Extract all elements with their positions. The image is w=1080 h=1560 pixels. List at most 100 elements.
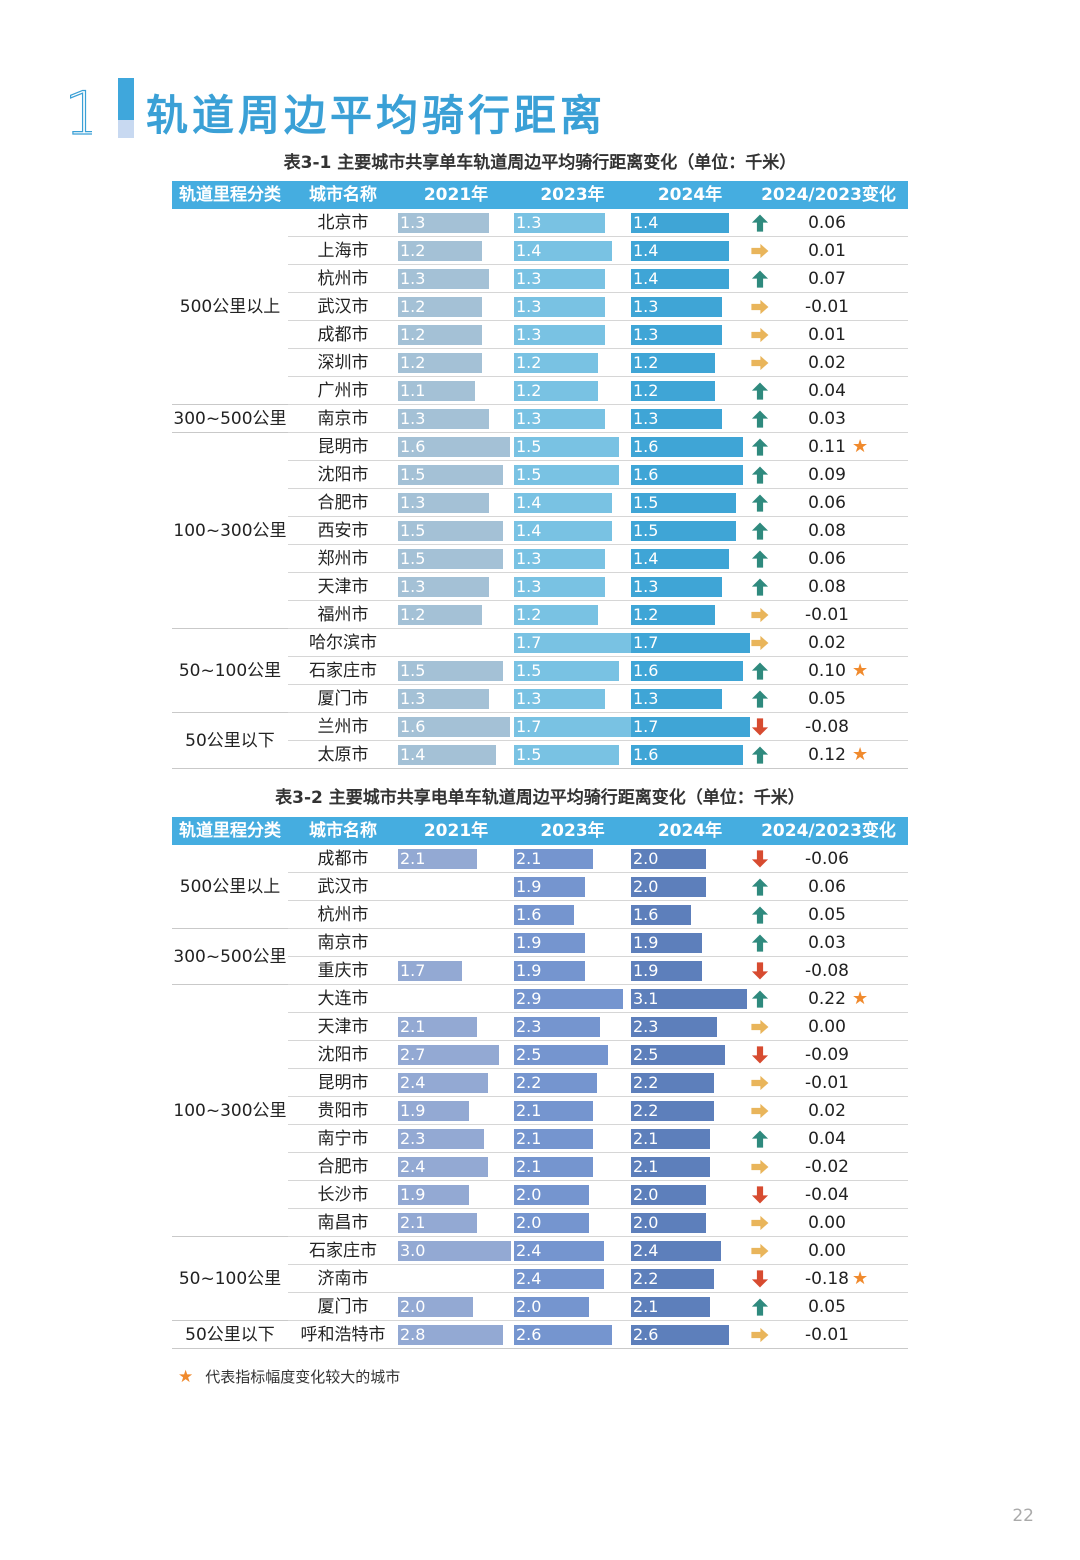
column-header: 轨道里程分类 — [179, 185, 281, 205]
value-bar-2024: 1.7 — [631, 633, 750, 653]
group-divider — [172, 928, 288, 929]
value-bar-2024: 1.6 — [631, 905, 691, 925]
table-row: 贵阳市 1.9 2.1 2.2 0.02 — [172, 1097, 908, 1125]
value-bar-2023: 2.6 — [514, 1325, 612, 1345]
value-bar-2024: 1.3 — [631, 577, 722, 597]
value-bar-2021: 1.2 — [398, 353, 482, 373]
change-value: 0.11 — [808, 437, 846, 457]
arrow-right-icon — [750, 1157, 770, 1177]
arrow-right-icon — [750, 353, 770, 373]
value-bar-2023: 1.3 — [514, 325, 605, 345]
arrow-up-icon — [750, 661, 770, 681]
city-name: 南宁市 — [317, 1129, 369, 1149]
change-value: 0.03 — [808, 409, 846, 429]
table-row: 兰州市 1.6 1.7 1.7 -0.08 — [172, 713, 908, 741]
value-bar-2024: 1.7 — [631, 717, 750, 737]
page-number: 22 — [1012, 1506, 1034, 1526]
table-row: 天津市 1.3 1.3 1.3 0.08 — [172, 573, 908, 601]
value-bar-2021: 2.4 — [398, 1157, 488, 1177]
value-bar-2023: 2.4 — [514, 1241, 604, 1261]
change-value: 0.22 — [808, 989, 846, 1009]
value-bar-2023: 1.5 — [514, 465, 619, 485]
value-bar-2021: 1.9 — [398, 1185, 469, 1205]
city-name: 武汉市 — [317, 877, 369, 897]
city-name: 兰州市 — [317, 717, 369, 737]
table-row: 福州市 1.2 1.2 1.2 -0.01 — [172, 601, 908, 629]
value-bar-2024: 2.0 — [631, 849, 706, 869]
value-bar-2023: 1.5 — [514, 745, 619, 765]
value-bar-2023: 2.0 — [514, 1213, 589, 1233]
value-bar-2021: 1.3 — [398, 493, 489, 513]
change-value: 0.08 — [808, 521, 846, 541]
city-name: 南京市 — [317, 409, 369, 429]
arrow-down-icon — [750, 1045, 770, 1065]
group-divider — [172, 404, 288, 405]
table-row: 杭州市 1.3 1.3 1.4 0.07 — [172, 265, 908, 293]
change-value: 0.08 — [808, 577, 846, 597]
table-row: 武汉市 1.2 1.3 1.3 -0.01 — [172, 293, 908, 321]
city-name: 贵阳市 — [317, 1101, 369, 1121]
value-bar-2024: 1.3 — [631, 325, 722, 345]
arrow-up-icon — [750, 745, 770, 765]
city-name: 杭州市 — [317, 905, 369, 925]
change-value: -0.09 — [805, 1045, 849, 1065]
city-name: 天津市 — [317, 1017, 369, 1037]
column-header: 2023年 — [540, 821, 605, 841]
city-name: 南京市 — [317, 933, 369, 953]
arrow-right-icon — [750, 1325, 770, 1345]
value-bar-2024: 1.6 — [631, 745, 743, 765]
table-row: 哈尔滨市 1.7 1.7 0.02 — [172, 629, 908, 657]
change-value: 0.06 — [808, 549, 846, 569]
change-value: -0.01 — [805, 605, 849, 625]
table-row: 南京市 1.9 1.9 0.03 — [172, 929, 908, 957]
table-row: 杭州市 1.6 1.6 0.05 — [172, 901, 908, 929]
value-bar-2024: 1.2 — [631, 353, 715, 373]
change-value: -0.08 — [805, 961, 849, 981]
arrow-up-icon — [750, 493, 770, 513]
value-bar-2023: 1.3 — [514, 409, 605, 429]
value-bar-2024: 1.5 — [631, 521, 736, 541]
value-bar-2024: 2.1 — [631, 1129, 710, 1149]
column-header: 2024年 — [657, 185, 723, 205]
arrow-up-icon — [750, 437, 770, 457]
city-name: 天津市 — [317, 577, 369, 597]
value-bar-2023: 1.3 — [514, 213, 605, 233]
change-value: 0.06 — [808, 877, 846, 897]
star-icon: ★ — [852, 744, 869, 765]
city-name: 呼和浩特市 — [300, 1325, 386, 1345]
value-bar-2024: 1.9 — [631, 933, 702, 953]
change-value: -0.01 — [805, 297, 849, 317]
value-bar-2021: 2.0 — [398, 1297, 473, 1317]
arrow-up-icon — [750, 409, 770, 429]
table-row: 昆明市 1.6 1.5 1.6 0.11 ★ — [172, 433, 908, 461]
value-bar-2023: 2.0 — [514, 1297, 589, 1317]
value-bar-2023: 2.0 — [514, 1185, 589, 1205]
change-value: 0.02 — [808, 353, 846, 373]
city-name: 南昌市 — [317, 1213, 369, 1233]
group-divider — [172, 628, 288, 629]
table1: 轨道里程分类 城市名称 2021年 2023年 2024年 2024/2023变化 北京市 1… — [172, 181, 908, 769]
value-bar-2021: 1.3 — [398, 409, 489, 429]
group-divider — [172, 712, 288, 713]
value-bar-2023: 2.9 — [514, 989, 623, 1009]
value-bar-2024: 2.1 — [631, 1157, 710, 1177]
arrow-right-icon — [750, 633, 770, 653]
arrow-up-icon — [750, 877, 770, 897]
value-bar-2021: 1.2 — [398, 297, 482, 317]
mileage-group-label: 50~100公里 — [178, 1269, 282, 1289]
table-row: 沈阳市 2.7 2.5 2.5 -0.09 — [172, 1041, 908, 1069]
value-bar-2023: 2.1 — [514, 1101, 593, 1121]
value-bar-2021: 1.5 — [398, 521, 503, 541]
change-value: 0.09 — [808, 465, 846, 485]
value-bar-2021: 2.7 — [398, 1045, 499, 1065]
value-bar-2024: 1.4 — [631, 269, 729, 289]
value-bar-2024: 2.5 — [631, 1045, 725, 1065]
value-bar-2023: 2.5 — [514, 1045, 608, 1065]
arrow-up-icon — [750, 269, 770, 289]
value-bar-2021: 2.1 — [398, 1213, 477, 1233]
arrow-right-icon — [750, 1073, 770, 1093]
value-bar-2023: 1.5 — [514, 661, 619, 681]
city-name: 重庆市 — [317, 961, 369, 981]
city-name: 昆明市 — [317, 437, 369, 457]
city-name: 成都市 — [317, 849, 369, 869]
